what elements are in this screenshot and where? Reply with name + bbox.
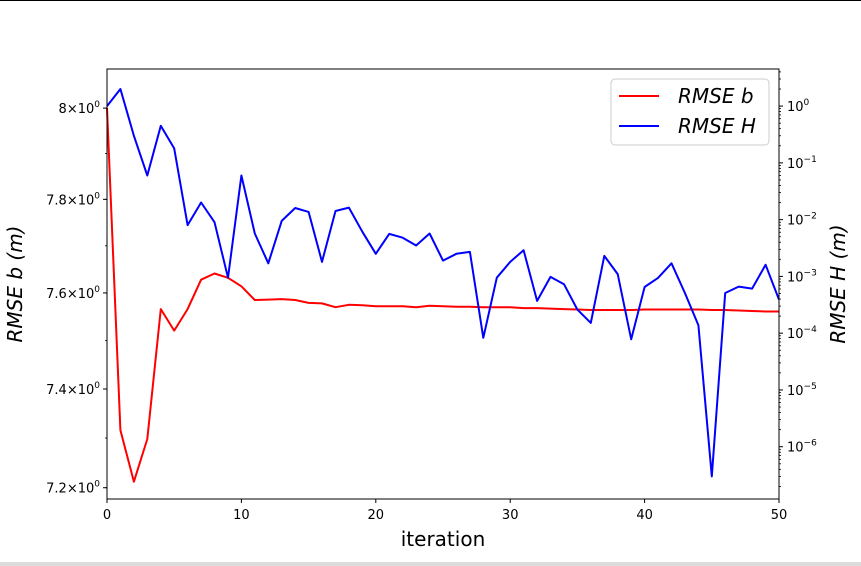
left-tick-label: 7.8×100	[46, 191, 100, 208]
legend-label: RMSE H	[678, 114, 756, 138]
x-tick-label: 10	[233, 508, 250, 523]
x-tick-label: 30	[502, 508, 519, 523]
x-axis-label: iteration	[401, 527, 486, 551]
right-tick-label: 10−3	[787, 268, 817, 285]
x-tick-label: 40	[636, 508, 653, 523]
right-y-axis-label: RMSE H (m)	[826, 224, 850, 343]
x-tick-label: 0	[103, 508, 111, 523]
right-tick-label: 100	[787, 98, 810, 115]
series-line-1	[106, 108, 779, 483]
plot-lines	[106, 88, 780, 483]
right-tick-label: 10−5	[787, 382, 817, 399]
series-line-2	[106, 88, 780, 478]
bottom-scrollbar-strip	[0, 562, 861, 566]
x-tick-label: 20	[368, 508, 385, 523]
right-tick-label: 10−1	[787, 155, 817, 172]
right-tick-label: 10−4	[787, 325, 817, 342]
left-axis-ticks: 7.2×100 7.4×100 7.6×100 7.8×100 8×100	[46, 100, 107, 497]
legend: RMSE b RMSE H	[610, 78, 770, 146]
x-tick-label: 50	[771, 508, 788, 523]
legend-label: RMSE b	[678, 84, 754, 108]
x-axis-ticks: 0 10 20 30 40 50	[103, 499, 787, 523]
left-y-axis-label: RMSE b (m)	[3, 226, 27, 343]
left-tick-label: 7.4×100	[46, 381, 100, 398]
left-tick-label: 8×100	[59, 100, 101, 117]
left-tick-label: 7.6×100	[46, 285, 100, 302]
plot-frame	[106, 68, 780, 500]
top-border	[0, 0, 861, 1]
right-tick-label: 10−6	[787, 439, 817, 456]
left-tick-label: 7.2×100	[46, 480, 100, 497]
right-tick-label: 10−2	[787, 212, 817, 229]
right-axis-ticks: 100 10−1 10−2 10−3 10−4 10−5 10−6	[779, 71, 817, 487]
